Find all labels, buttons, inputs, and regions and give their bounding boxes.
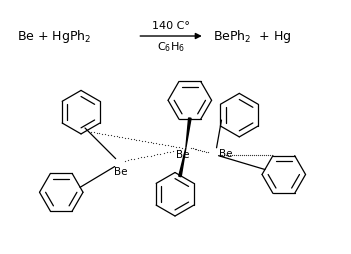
Text: Be: Be [114,167,127,177]
Text: $\mathregular{C_6H_6}$: $\mathregular{C_6H_6}$ [157,40,185,54]
Text: Be: Be [219,149,232,159]
Text: Be: Be [176,150,190,160]
Polygon shape [186,118,191,148]
Text: Be + HgPh$_2$: Be + HgPh$_2$ [17,27,91,44]
Text: 140 C°: 140 C° [152,21,190,31]
Text: BePh$_2$  + Hg: BePh$_2$ + Hg [213,27,291,44]
Polygon shape [179,148,186,177]
